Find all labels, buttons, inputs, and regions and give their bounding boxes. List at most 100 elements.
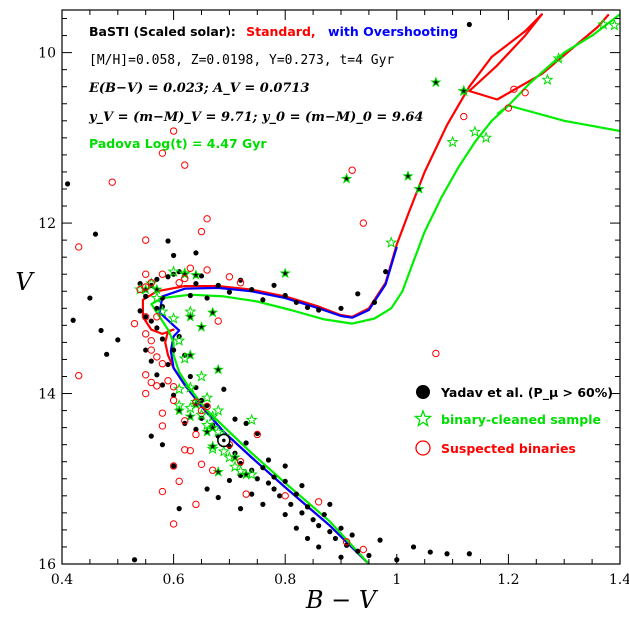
cleaned-star-point — [212, 363, 224, 375]
cleaned-star-point — [184, 410, 196, 422]
cleaned-star-point — [206, 442, 219, 455]
binary-point — [108, 178, 116, 186]
member-star-point — [327, 501, 333, 507]
cleaned-star-point — [184, 381, 197, 393]
binary-point — [359, 219, 368, 227]
member-star-point — [293, 525, 299, 531]
legend-label-members: Yadav et al. (P_μ > 60%) — [440, 385, 613, 401]
cleaned-star-point — [468, 125, 482, 138]
binary-point — [510, 85, 518, 93]
member-star-point — [282, 478, 288, 484]
cleaned-star-point — [207, 440, 219, 452]
member-star-point — [466, 21, 472, 28]
binary-point — [158, 270, 167, 278]
annotation-reddening: E(B−V) = 0.023; A_V = 0.0713 — [88, 81, 310, 96]
member-star-point — [70, 317, 76, 323]
member-star-point — [282, 292, 288, 299]
member-star-point — [87, 295, 93, 301]
member-star-point — [237, 506, 244, 512]
points-layer — [64, 18, 621, 563]
member-star-point — [237, 277, 244, 283]
cleaned-star-point — [195, 370, 208, 382]
member-star-point — [349, 532, 355, 538]
member-star-point — [159, 382, 166, 388]
binary-point — [342, 538, 351, 546]
member-star-point — [254, 430, 260, 437]
binary-point — [75, 243, 83, 251]
binary-point — [158, 149, 167, 157]
binary-point — [142, 330, 150, 338]
member-star-point — [154, 372, 160, 378]
cleaned-star-point — [156, 305, 169, 317]
member-star-point — [187, 292, 193, 299]
binary-point — [153, 313, 161, 321]
member-star-point — [115, 337, 121, 343]
cleaned-star-point — [206, 410, 219, 422]
cleaned-star-point — [207, 306, 219, 318]
binary-point — [153, 353, 161, 361]
member-star-point — [159, 336, 166, 342]
binary-point — [181, 274, 189, 283]
annotation-overshoot: with Overshooting — [328, 24, 458, 39]
binary-point — [236, 458, 245, 466]
binary-point — [197, 460, 206, 468]
cleaned-star-point — [200, 391, 214, 403]
cleaned-star-point — [184, 310, 196, 322]
member-star-point — [193, 426, 199, 432]
binary-point — [175, 279, 183, 287]
member-star-point — [171, 347, 177, 353]
member-star-point — [299, 482, 305, 489]
cleaned-star-point — [184, 349, 196, 360]
cleaned-star-point — [340, 172, 353, 184]
member-star-point — [143, 314, 149, 320]
cleaned-star-point — [150, 291, 163, 304]
annotation-block: BaSTI (Scaled solar): Standard, with Ove… — [88, 24, 458, 151]
binary-point — [242, 490, 250, 498]
member-star-point — [154, 305, 160, 311]
annotation-standard: Standard, — [246, 24, 316, 39]
member-star-point — [332, 535, 339, 542]
member-star-point — [321, 511, 327, 518]
member-star-point — [410, 544, 417, 550]
binary-point — [225, 273, 234, 281]
member-star-point — [271, 474, 277, 480]
binary-point — [142, 236, 150, 244]
cleaned-star-point — [173, 334, 186, 346]
member-star-point — [64, 181, 71, 187]
x-tick-label: 1.4 — [609, 572, 629, 588]
binary-point — [208, 466, 217, 474]
member-star-point — [249, 491, 255, 497]
member-star-point — [304, 504, 311, 510]
binary-point — [147, 336, 155, 345]
member-star-point — [288, 501, 294, 507]
binary-point — [169, 520, 178, 528]
member-star-point — [243, 440, 249, 446]
annotation-params: [M/H]=0.058, Z=0.0198, Y=0.273, t=4 Gyr — [89, 53, 394, 68]
binary-point — [281, 492, 289, 500]
member-star-point — [187, 373, 193, 380]
y-tick-label: 10 — [38, 46, 56, 62]
member-star-point — [260, 465, 266, 471]
cleaned-star-point — [212, 404, 225, 416]
member-star-point — [176, 506, 182, 512]
member-star-point — [221, 386, 227, 392]
legend-label-binaries: Suspected binaries — [441, 441, 576, 456]
member-star-point — [165, 238, 171, 244]
binary-point — [158, 422, 167, 430]
cleaned-star-point — [195, 321, 208, 332]
cleaned-star-point — [212, 466, 224, 477]
cleaned-star-point — [167, 265, 180, 277]
binary-point — [203, 266, 211, 274]
member-star-point — [204, 295, 210, 301]
binary-point — [169, 127, 178, 135]
binary-point — [203, 402, 211, 411]
cleaned-star-point — [173, 382, 186, 395]
cleaned-star-point — [151, 283, 163, 295]
binary-point — [314, 498, 323, 506]
member-star-point — [293, 299, 299, 305]
binary-point — [158, 360, 167, 368]
binary-point — [214, 317, 222, 325]
cleaned-star-point — [229, 451, 241, 463]
binary-point — [192, 398, 200, 406]
